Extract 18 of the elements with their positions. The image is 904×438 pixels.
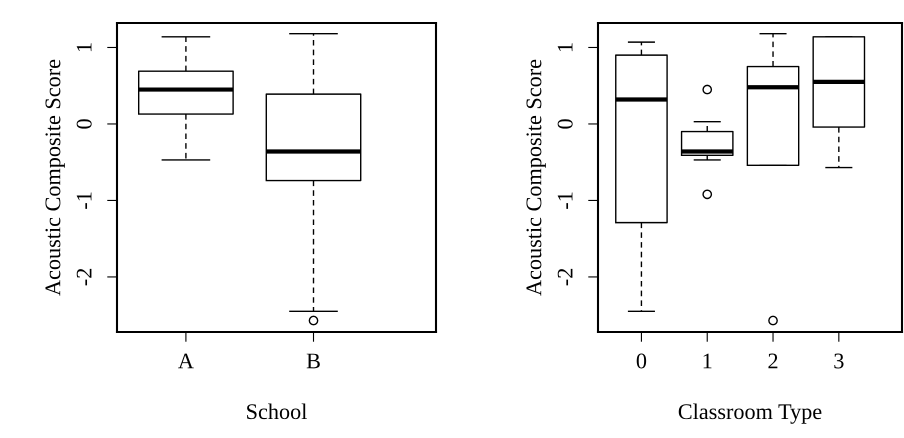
x-tick-label: A	[178, 354, 194, 368]
y-tick-label: -1	[558, 192, 572, 209]
x-tick-label: 3	[834, 354, 844, 368]
y-axis-title: Acoustic Composite Score	[526, 60, 546, 296]
y-tick-label: -2	[558, 268, 572, 286]
x-tick-label: 0	[636, 353, 646, 368]
y-tick-label: -2	[76, 268, 92, 286]
x-axis-title: School	[247, 404, 307, 420]
x-tick-label: B	[306, 354, 320, 368]
y-tick-label: 0	[558, 119, 573, 129]
x-axis-title: Classroom Type	[678, 404, 822, 424]
y-tick-label: 1	[558, 43, 572, 52]
x-tick-label: 2	[768, 354, 778, 368]
y-tick-label: 0	[76, 119, 92, 129]
y-tick-label: 1	[76, 43, 92, 52]
y-tick-label: -1	[76, 192, 92, 209]
y-axis-title: Acoustic Composite Score	[45, 60, 65, 296]
x-tick-label: 1	[704, 354, 712, 368]
